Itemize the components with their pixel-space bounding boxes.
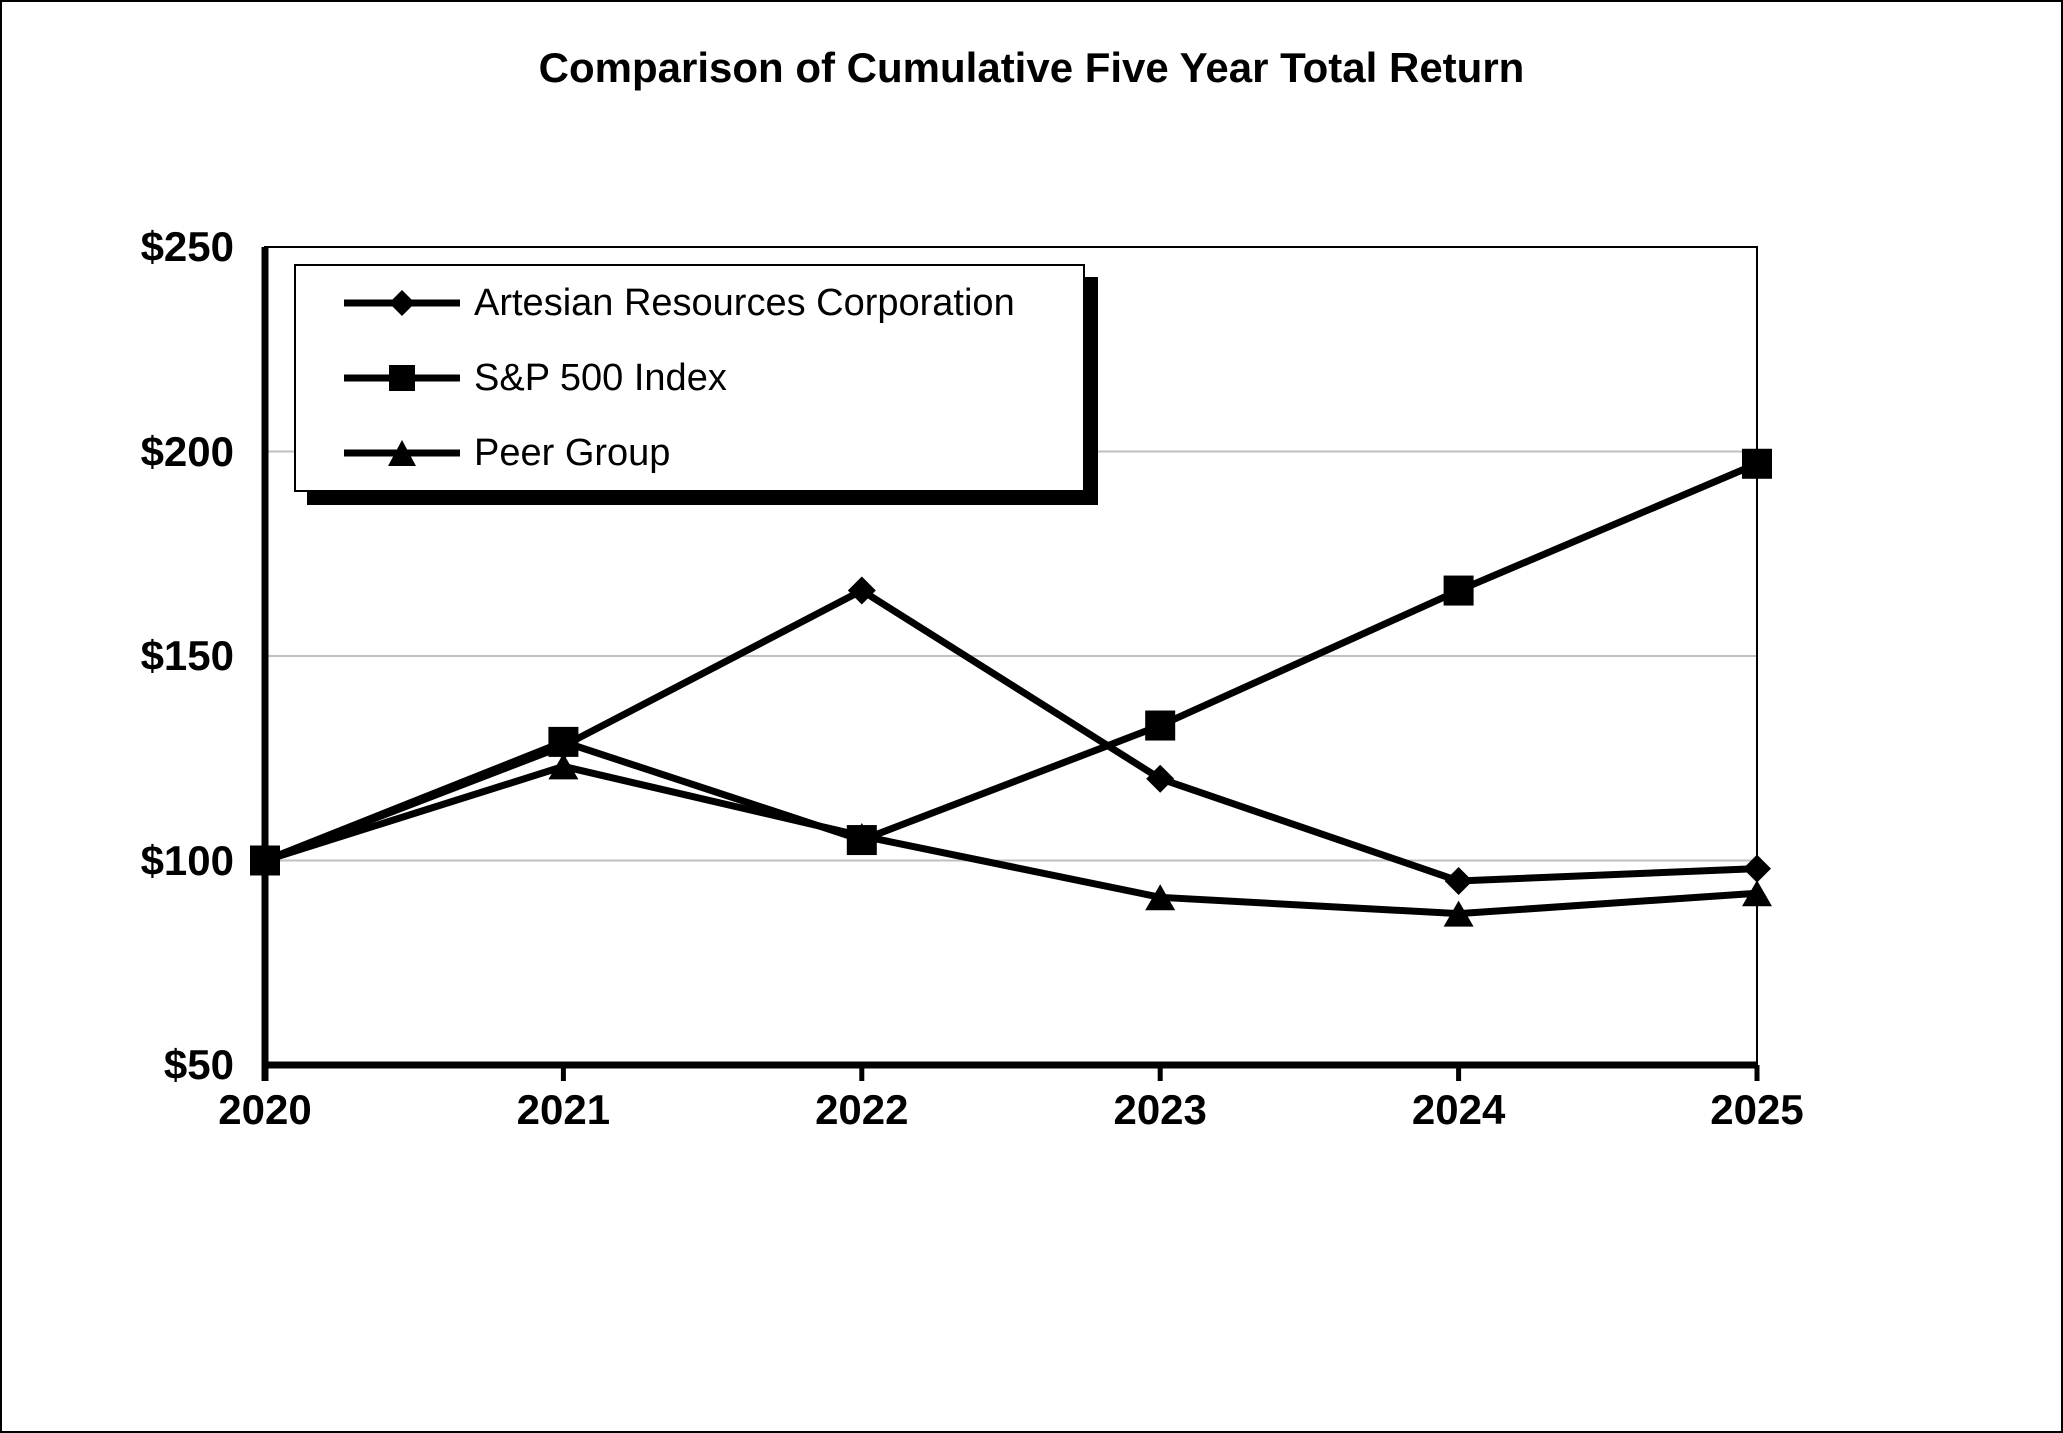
chart-title: Comparison of Cumulative Five Year Total… <box>538 44 1525 91</box>
legend-triangle-line-icon <box>344 439 460 466</box>
x-tick-label-2022: 2022 <box>815 1086 909 1133</box>
y-tick-label-200: $200 <box>140 427 234 475</box>
legend: Artesian Resources Corporation S&P 500 I… <box>294 264 1085 492</box>
square-marker <box>1443 575 1474 606</box>
square-marker <box>250 845 280 876</box>
square-marker <box>846 825 877 856</box>
legend-item-peer-group: Peer Group <box>342 434 1083 472</box>
diamond-marker <box>1146 764 1175 793</box>
y-tick-label-250: $250 <box>140 223 234 270</box>
diamond-marker <box>847 576 876 605</box>
legend-label-artesian-resources-corporation: Artesian Resources Corporation <box>474 282 1015 325</box>
triangle-marker <box>548 753 579 780</box>
triangle-marker <box>1145 884 1176 911</box>
triangle-marker <box>1443 900 1474 927</box>
x-tick-label-2023: 2023 <box>1113 1086 1207 1133</box>
square-marker <box>1145 710 1176 741</box>
triangle-marker <box>1742 880 1772 907</box>
series-artesian-resources-corporation <box>251 576 1771 895</box>
legend-item-sp-500-index: S&P 500 Index <box>342 359 1083 397</box>
legend-square-line-icon <box>344 364 460 391</box>
diamond-marker <box>1743 854 1771 883</box>
legend-label-peer-group: Peer Group <box>474 431 671 474</box>
diamond-marker <box>1444 866 1473 895</box>
legend-item-artesian-resources-corporation: Artesian Resources Corporation <box>342 284 1083 322</box>
y-tick-label-50: $50 <box>163 1041 234 1088</box>
square-marker <box>548 726 579 757</box>
series-s-p-500-index <box>250 448 1772 876</box>
y-tick-label-100: $100 <box>140 836 234 884</box>
x-tick-label-2021: 2021 <box>516 1086 611 1133</box>
x-tick-label-2024: 2024 <box>1411 1086 1506 1133</box>
x-tick-label-2025: 2025 <box>1710 1086 1804 1133</box>
legend-label-sp-500-index: S&P 500 Index <box>474 356 727 399</box>
legend-diamond-line-icon <box>344 290 460 317</box>
x-tick-label-2020: 2020 <box>218 1086 312 1133</box>
square-marker <box>1742 448 1772 479</box>
series-line-artesian-resources-corporation <box>263 586 1758 885</box>
y-tick-label-150: $150 <box>140 632 234 679</box>
series-line-peer-group <box>263 762 1758 918</box>
series-line-s-p-500-index <box>263 460 1759 864</box>
